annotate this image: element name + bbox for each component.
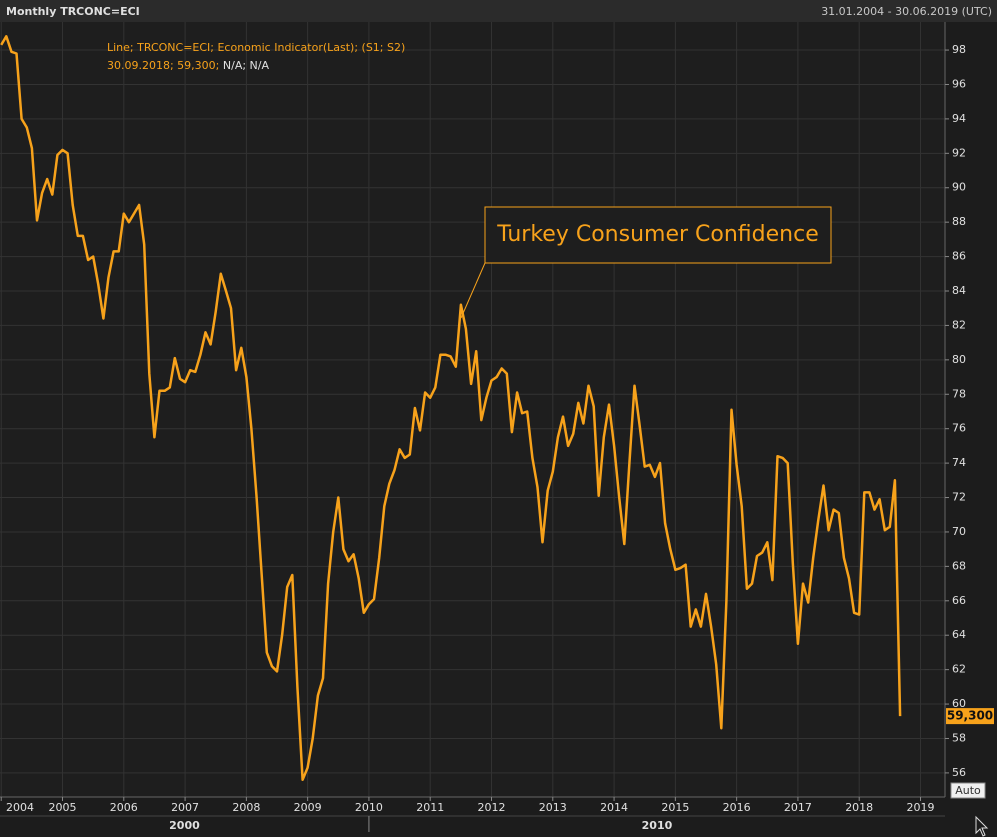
x-tick-label: 2018 xyxy=(845,801,873,814)
x-tick-label: 2004 xyxy=(6,801,34,814)
y-tick-label: 90 xyxy=(952,181,966,194)
grid xyxy=(0,22,945,797)
y-tick-label: 68 xyxy=(952,559,966,572)
x-tick-label: 2016 xyxy=(723,801,751,814)
y-tick-label: 70 xyxy=(952,525,966,538)
plot-area xyxy=(0,22,945,797)
y-tick-label: 56 xyxy=(952,766,966,779)
y-tick-label: 78 xyxy=(952,387,966,400)
x-tick-label: 2006 xyxy=(110,801,138,814)
x-tick-label: 2019 xyxy=(906,801,934,814)
y-tick-label: 66 xyxy=(952,594,966,607)
x-tick-label: 2013 xyxy=(539,801,567,814)
y-tick-label: 94 xyxy=(952,112,966,125)
x2-label: 2010 xyxy=(642,819,673,832)
y-tick-label: 84 xyxy=(952,284,966,297)
y-tick-label: 64 xyxy=(952,628,966,641)
legend-na: N/A; N/A xyxy=(223,59,270,72)
y-tick-label: 82 xyxy=(952,318,966,331)
y-tick-label: 62 xyxy=(952,663,966,676)
y-tick-label: 76 xyxy=(952,422,966,435)
auto-button[interactable] xyxy=(950,782,986,799)
x-tick-label: 2009 xyxy=(294,801,322,814)
x-tick-label: 2007 xyxy=(171,801,199,814)
x-tick-label: 2011 xyxy=(416,801,444,814)
y-tick-label: 80 xyxy=(952,353,966,366)
annotation-text: Turkey Consumer Confidence xyxy=(496,222,818,247)
x-tick-label: 2010 xyxy=(355,801,383,814)
header-bar xyxy=(0,0,997,22)
legend-values: 30.09.2018; 59,300; N/A; N/A xyxy=(107,59,269,72)
x-tick-label: 2008 xyxy=(232,801,260,814)
y-tick-label: 98 xyxy=(952,43,966,56)
y-tick-label: 86 xyxy=(952,250,966,263)
x2-label: 2000 xyxy=(169,819,200,832)
y-tick-label: 96 xyxy=(952,77,966,90)
annotation-box xyxy=(484,206,832,264)
x-tick-label: 2012 xyxy=(477,801,505,814)
legend-line: Line; TRCONC=ECI; Economic Indicator(Las… xyxy=(107,41,405,54)
y-tick-label: 60 xyxy=(952,697,966,710)
x-tick-label: 2005 xyxy=(49,801,77,814)
y-tick-label: 92 xyxy=(952,146,966,159)
x-tick-label: 2014 xyxy=(600,801,628,814)
window-title: Monthly TRCONC=ECI xyxy=(6,5,140,18)
last-value-box xyxy=(946,708,994,725)
y-tick-label: 58 xyxy=(952,731,966,744)
x-tick-label: 2017 xyxy=(784,801,812,814)
last-value-label: 59,300 xyxy=(947,709,993,723)
data-line xyxy=(0,35,902,782)
y-tick-label: 74 xyxy=(952,456,966,469)
date-range: 31.01.2004 - 30.06.2019 (UTC) xyxy=(821,5,992,18)
y-tick-label: 88 xyxy=(952,215,966,228)
legend-value: 30.09.2018; 59,300; xyxy=(107,59,219,72)
annotation-connector xyxy=(460,262,486,319)
x-tick-label: 2015 xyxy=(661,801,689,814)
y-tick-label: 72 xyxy=(952,491,966,504)
auto-button-label[interactable]: Auto xyxy=(955,784,981,797)
cursor xyxy=(975,815,989,837)
